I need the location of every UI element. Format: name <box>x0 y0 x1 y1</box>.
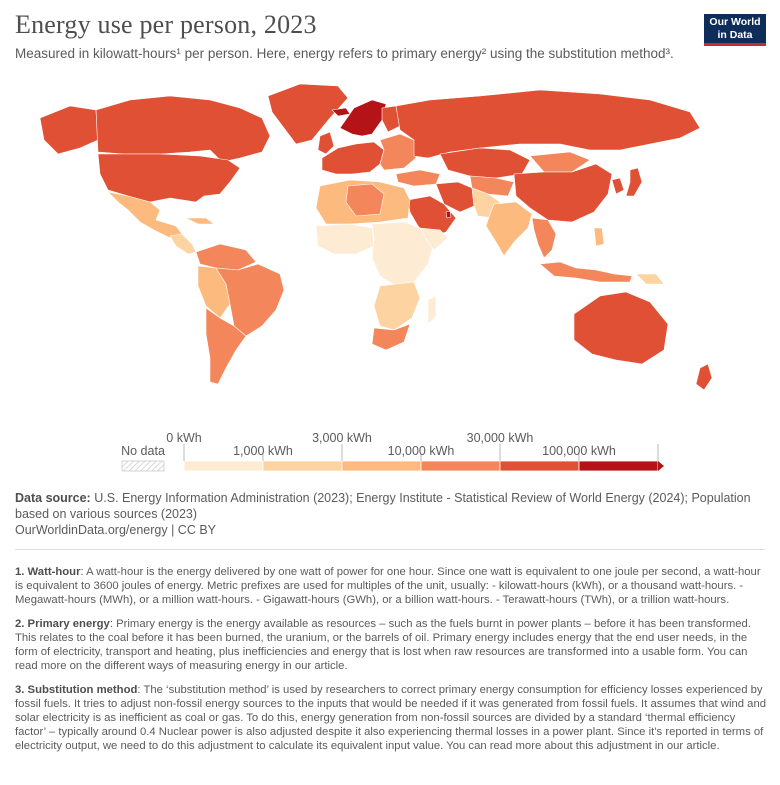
legend-tick-label: 1,000 kWh <box>233 444 293 458</box>
data-source-label: Data source: <box>15 491 91 505</box>
legend-bin-6[interactable] <box>578 460 659 472</box>
chart-title: Energy use per person, 2023 <box>15 10 317 39</box>
map-region-qatar[interactable] <box>445 210 452 219</box>
map-region-canada[interactable] <box>95 95 271 163</box>
legend-arrow <box>658 461 664 471</box>
divider <box>15 549 765 550</box>
map-region-alaska[interactable] <box>39 105 99 155</box>
legend-bin-3[interactable] <box>341 460 422 472</box>
source-url[interactable]: OurWorldinData.org/energy | CC BY <box>15 523 217 537</box>
map-region-kazakhstan[interactable] <box>439 147 531 179</box>
data-source-text: U.S. Energy Information Administration (… <box>15 491 751 521</box>
legend-tick-label: 30,000 kWh <box>467 431 534 445</box>
map-region-central-america[interactable] <box>169 233 197 255</box>
map-region-uk[interactable] <box>317 131 335 155</box>
map-region-philippines[interactable] <box>593 227 605 247</box>
map-region-finland[interactable] <box>381 105 401 133</box>
footnote-watt-hour: 1. Watt-hour: A watt-hour is the energy … <box>15 565 767 607</box>
map-region-greenland[interactable] <box>267 83 349 145</box>
map-region-southeast-asia[interactable] <box>531 217 557 259</box>
map-region-south-america-north[interactable] <box>195 243 257 271</box>
legend-bin-5[interactable] <box>499 460 580 472</box>
footnote-term: 3. Substitution method <box>15 684 138 696</box>
map-region-south-africa[interactable] <box>371 323 411 351</box>
map-region-korea[interactable] <box>611 177 625 195</box>
legend-bin-4[interactable] <box>420 460 501 472</box>
legend-tick-label: 10,000 kWh <box>388 444 455 458</box>
legend-bin-1[interactable] <box>183 460 264 472</box>
data-source-line: Data source: U.S. Energy Information Adm… <box>15 490 760 522</box>
map-region-scandinavia[interactable] <box>339 99 387 137</box>
footnote-text: : The ‘substitution method’ is used by r… <box>15 684 767 752</box>
legend-tick-label: 3,000 kWh <box>312 431 372 445</box>
legend-no-data-swatch <box>121 460 165 472</box>
map-region-horn-of-africa[interactable] <box>419 227 449 251</box>
footnote-text: : A watt-hour is the energy delivered by… <box>15 566 761 606</box>
map-region-png[interactable] <box>635 273 665 285</box>
map-legend: No data 0 kWh 3,000 kWh 30,000 kWh 1,000 kW… <box>121 431 664 472</box>
source-block: Data source: U.S. Energy Information Adm… <box>15 490 760 538</box>
map-region-india[interactable] <box>485 201 533 257</box>
map-region-usa[interactable] <box>97 153 241 203</box>
legend-tick-label: 100,000 kWh <box>542 444 616 458</box>
map-region-russia[interactable] <box>395 89 701 159</box>
map-region-mongolia[interactable] <box>529 151 591 173</box>
legend-bin-2[interactable] <box>262 460 343 472</box>
footnotes: 1. Watt-hour: A watt-hour is the energy … <box>15 565 767 763</box>
map-region-australia[interactable] <box>573 291 669 365</box>
map-region-turkey[interactable] <box>395 169 441 187</box>
map-region-madagascar[interactable] <box>427 295 437 325</box>
footnote-term: 1. Watt-hour <box>15 566 81 578</box>
chart-subtitle: Measured in kilowatt-hours¹ per person. … <box>15 46 674 61</box>
footnote-substitution-method: 3. Substitution method: The ‘substitutio… <box>15 683 767 753</box>
map-region-algeria-libya[interactable] <box>345 183 385 217</box>
logo-line-2: in Data <box>717 29 753 41</box>
logo-line-1: Our World <box>709 16 761 28</box>
world-map[interactable] <box>0 78 780 408</box>
footnote-text: : Primary energy is the energy available… <box>15 618 751 672</box>
map-region-south-america-south[interactable] <box>205 307 247 385</box>
map-region-arabia[interactable] <box>407 195 457 239</box>
map-region-china[interactable] <box>513 163 613 223</box>
map-region-indonesia[interactable] <box>539 261 633 283</box>
legend-no-data-label: No data <box>121 444 165 458</box>
map-region-west-africa[interactable] <box>315 223 375 255</box>
owid-logo[interactable]: Our World in Data <box>704 14 766 46</box>
legend-tick-label: 0 kWh <box>166 431 201 445</box>
map-region-new-zealand[interactable] <box>695 363 713 391</box>
map-region-caribbean[interactable] <box>185 217 215 225</box>
map-region-southern-africa[interactable] <box>373 281 421 331</box>
footnote-primary-energy: 2. Primary energy: Primary energy is the… <box>15 617 767 673</box>
map-region-brazil[interactable] <box>215 263 285 337</box>
footnote-term: 2. Primary energy <box>15 618 110 630</box>
map-region-eastern-europe[interactable] <box>379 133 417 171</box>
map-region-japan[interactable] <box>625 167 643 197</box>
